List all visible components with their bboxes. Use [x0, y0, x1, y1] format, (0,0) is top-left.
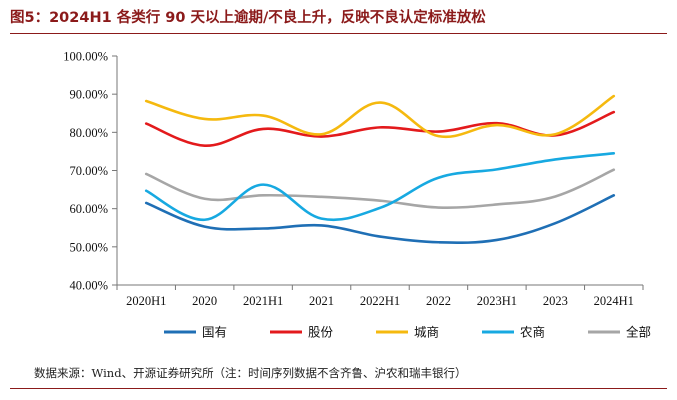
x-tick-label: 2022: [426, 294, 451, 308]
series-lines: [144, 94, 616, 245]
source-note: 数据来源：Wind、开源证券研究所（注：时间序列数据不含齐鲁、沪农和瑞丰银行）: [34, 366, 467, 380]
legend-label: 城商: [414, 325, 439, 340]
y-tick-label: 80.00%: [69, 126, 108, 140]
legend-label: 国有: [202, 325, 227, 340]
legend-label: 全部: [626, 325, 651, 340]
series-line-2: [144, 110, 616, 147]
chart-axes: 40.00% 50.00% 60.00% 70.00% 80.00% 90.00% 100.…: [63, 50, 644, 308]
title-divider: [10, 33, 667, 34]
legend-label: 农商: [520, 325, 545, 340]
x-tick-label: 2024H1: [594, 294, 634, 308]
y-tick-label: 70.00%: [69, 164, 108, 178]
y-tick-label: 50.00%: [69, 240, 108, 254]
x-tick-label: 2023: [543, 294, 568, 308]
x-tick-label: 2020H1: [126, 294, 166, 308]
series-line-1: [144, 194, 616, 245]
series-line-3: [144, 94, 616, 139]
legend-label: 股份: [308, 325, 334, 340]
y-tick-label: 60.00%: [69, 202, 108, 216]
x-tick-label: 2023H1: [477, 294, 517, 308]
y-tick-label: 100.00%: [63, 50, 108, 64]
y-tick-label: 90.00%: [69, 88, 108, 102]
x-tick-label: 2021: [309, 294, 334, 308]
series-line-4: [144, 152, 616, 222]
series-line-5: [144, 168, 616, 209]
x-tick-label: 2021H1: [243, 294, 283, 308]
chart-title: 图5：2024H1 各类行 90 天以上逾期/不良上升，反映不良认定标准放松: [10, 10, 486, 26]
bottom-divider: [10, 388, 667, 389]
chart-legend: 国有 股份 城商 农商 全部: [164, 325, 651, 340]
x-tick-label: 2020: [192, 294, 217, 308]
x-tick-label: 2022H1: [360, 294, 400, 308]
y-tick-label: 40.00%: [69, 279, 108, 293]
